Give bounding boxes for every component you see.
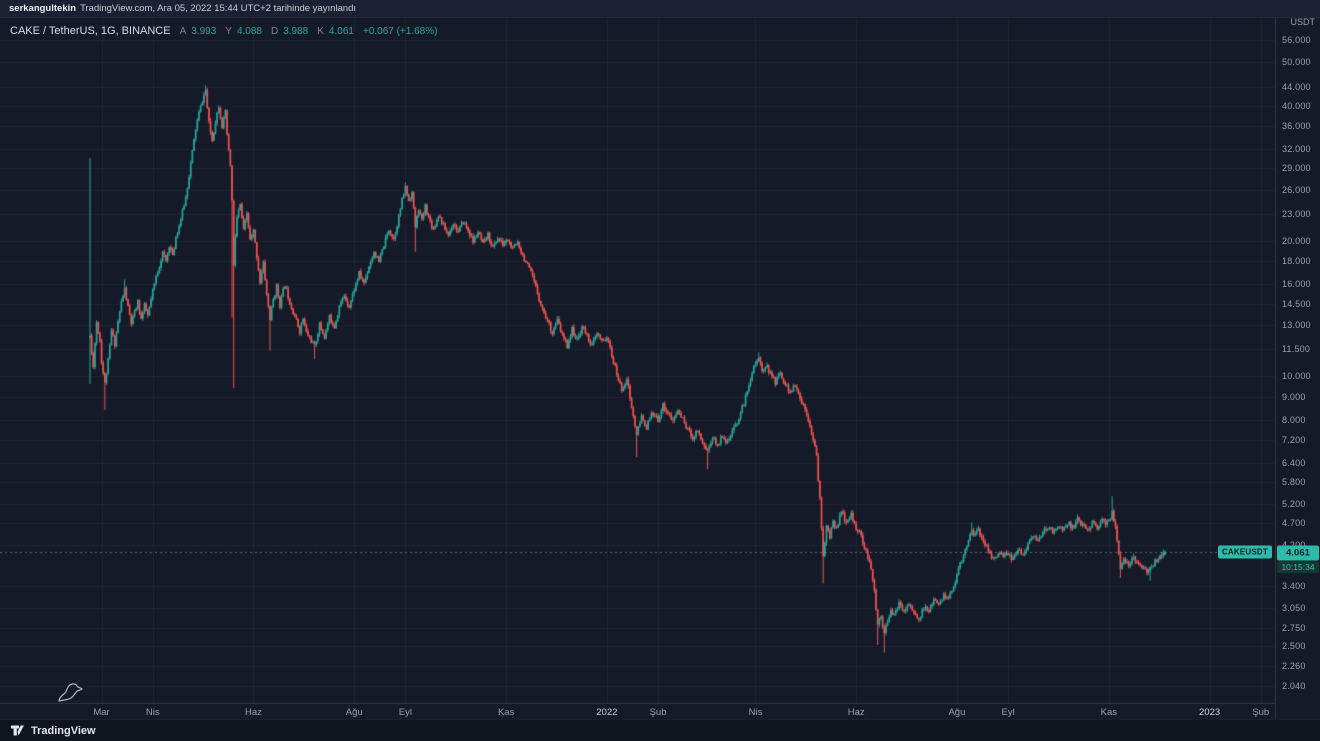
time-tick-month: Şub — [649, 707, 667, 718]
time-tick-month: Kas — [497, 707, 515, 718]
price-tick-label: 10.000 — [1282, 370, 1311, 381]
price-tick-label: 18.000 — [1282, 256, 1311, 267]
time-tick-year: 2022 — [596, 707, 618, 718]
time-tick-month: Haz — [245, 707, 262, 718]
price-tick-label: 7.200 — [1282, 435, 1306, 446]
countdown-timer: 10:15:34 — [1277, 561, 1319, 574]
low-value: 3.988 — [283, 26, 309, 37]
price-tick-label: 5.800 — [1282, 477, 1306, 488]
publish-text: TradingView.com, Ara 05, 2022 15:44 UTC+… — [80, 3, 356, 14]
time-tick-month: Nis — [748, 707, 763, 718]
price-tick-label: 9.000 — [1282, 391, 1306, 402]
time-tick-month: Eyl — [398, 707, 412, 718]
time-tick-month: Mar — [93, 707, 110, 718]
publisher-username[interactable]: serkangultekin — [9, 3, 77, 14]
open-label: A — [179, 26, 187, 37]
price-tick-label: 2.040 — [1282, 681, 1306, 692]
price-tick-label: 56.000 — [1282, 34, 1311, 45]
price-tick-label: 29.000 — [1282, 163, 1311, 174]
price-tick-label: 11.500 — [1282, 343, 1311, 354]
symbol-title[interactable]: CAKE / TetherUS, 1G, BINANCE — [10, 25, 171, 37]
close-label: K — [317, 26, 324, 37]
price-tick-label: 44.000 — [1282, 81, 1311, 92]
high-label: Y — [225, 26, 232, 37]
last-price-badge: 4.061 — [1277, 545, 1319, 561]
price-tick-label: 2.750 — [1282, 622, 1306, 633]
change-value: +0.067 (+1.68%) — [362, 26, 438, 37]
time-tick-month: Ağu — [345, 707, 363, 718]
price-tick-label: 2.260 — [1282, 661, 1306, 672]
price-tick-label: 16.000 — [1282, 279, 1311, 290]
time-tick-month: Eyl — [1001, 707, 1015, 718]
dino-drawing — [58, 683, 83, 702]
high-value: 4.088 — [236, 26, 262, 37]
tradingview-wordmark[interactable]: TradingView — [31, 724, 96, 737]
time-tick-month: Ağu — [948, 707, 966, 718]
publish-info-bar: serkangultekin TradingView.com, Ara 05, … — [0, 0, 1320, 18]
price-tick-label: 36.000 — [1282, 121, 1311, 132]
price-tick-label: 13.000 — [1282, 319, 1311, 330]
price-tick-label: 20.000 — [1282, 235, 1311, 246]
price-tick-label: 32.000 — [1282, 144, 1311, 155]
time-tick-month: Nis — [145, 707, 160, 718]
time-tick-month: Kas — [1100, 707, 1118, 718]
time-tick-month: Haz — [847, 707, 865, 718]
price-tick-label: 40.000 — [1282, 100, 1311, 111]
price-tick-label: 2.500 — [1282, 641, 1306, 652]
price-axis[interactable]: USDT 4.061 10:15:34 56.000 50.000 44.000 40… — [1275, 0, 1320, 719]
price-tick-label: 4.700 — [1282, 518, 1306, 529]
price-axis-currency: USDT — [1290, 17, 1316, 27]
price-tick-label: 50.000 — [1282, 57, 1311, 68]
symbol-price-label: CAKEUSDT — [1217, 545, 1272, 559]
price-tick-label: 3.400 — [1282, 581, 1306, 592]
price-tick-label: 4.200 — [1282, 540, 1306, 550]
time-tick-year: 2023 — [1199, 707, 1221, 718]
time-axis[interactable]: Mar Nis Haz Ağu Eyl Kas 2022 Şub Nis Haz Ağu Eyl Kas… — [0, 703, 1275, 719]
open-value: 3.993 — [191, 26, 217, 37]
price-tick-label: 23.000 — [1282, 208, 1311, 219]
price-tick-label: 26.000 — [1282, 184, 1311, 195]
chart-legend: CAKE / TetherUS, 1G, BINANCE A 3.993 Y 4.0… — [10, 25, 437, 37]
price-tick-label: 3.050 — [1282, 602, 1306, 613]
close-value: 4.061 — [328, 26, 354, 37]
price-tick-label: 6.400 — [1282, 458, 1306, 469]
price-tick-label: 5.200 — [1282, 498, 1306, 509]
symbol-price-label-text: CAKEUSDT — [1221, 547, 1268, 557]
price-tick-label: 14.500 — [1282, 298, 1311, 309]
time-tick-month: Şub — [1252, 707, 1270, 718]
low-label: D — [270, 26, 279, 37]
countdown-value: 10:15:34 — [1281, 562, 1315, 573]
footer-bar: TradingView — [0, 719, 1320, 741]
last-price-value: 4.061 — [1286, 547, 1310, 559]
price-tick-label: 8.000 — [1282, 414, 1306, 425]
tradingview-logo[interactable] — [10, 723, 25, 738]
